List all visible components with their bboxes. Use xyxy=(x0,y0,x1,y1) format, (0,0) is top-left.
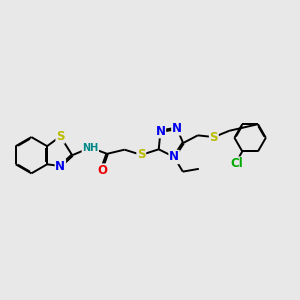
Text: S: S xyxy=(137,148,146,161)
Text: N: N xyxy=(56,160,65,172)
Text: S: S xyxy=(210,130,218,144)
Text: N: N xyxy=(172,122,182,135)
Text: N: N xyxy=(169,151,179,164)
Text: S: S xyxy=(56,130,64,143)
Text: NH: NH xyxy=(82,142,98,153)
Text: Cl: Cl xyxy=(231,157,243,170)
Text: O: O xyxy=(97,164,107,177)
Text: N: N xyxy=(155,125,166,138)
